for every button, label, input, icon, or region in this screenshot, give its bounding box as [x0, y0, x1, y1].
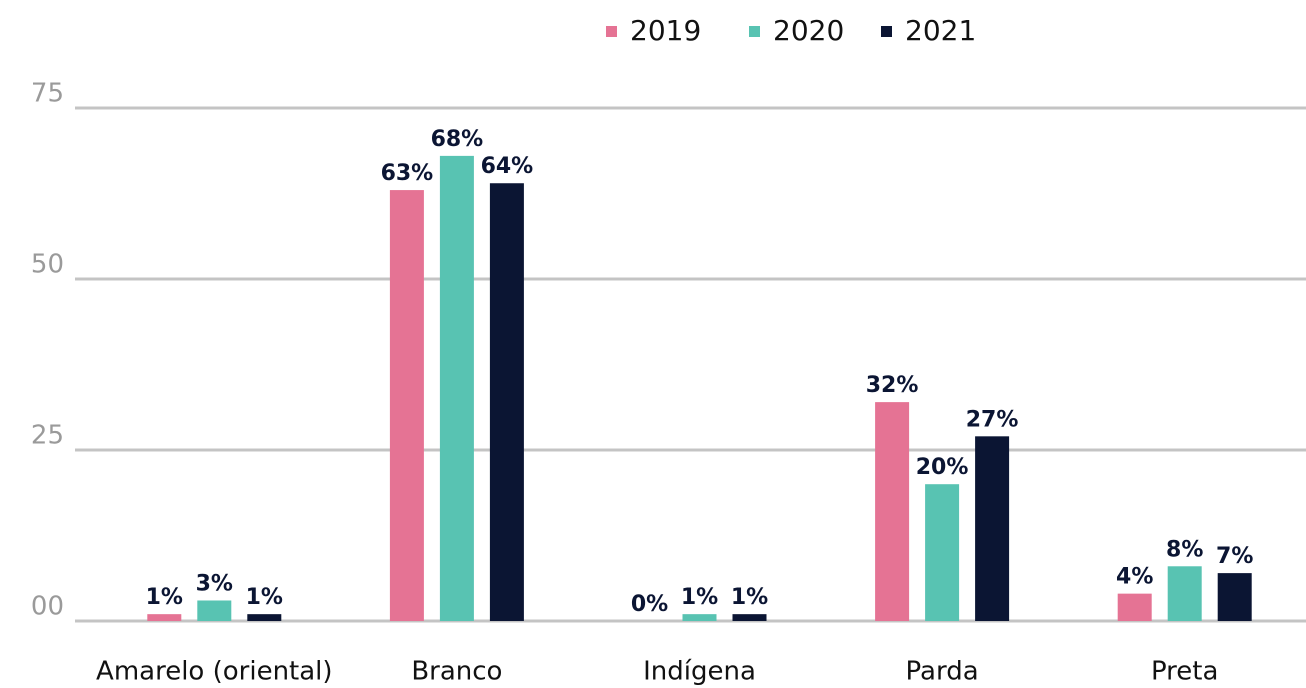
legend-label: 2020 [773, 14, 844, 47]
legend-swatch [606, 26, 617, 37]
data-label: 1% [731, 585, 768, 610]
data-label: 1% [146, 585, 183, 610]
legend-label: 2021 [905, 14, 976, 47]
y-tick-label: 25 [31, 421, 64, 451]
bar [1167, 566, 1202, 621]
data-label: 1% [246, 585, 283, 610]
bar [682, 614, 717, 621]
bar [975, 436, 1010, 621]
data-label: 0% [631, 592, 668, 617]
x-tick-label: Preta [1151, 657, 1218, 687]
data-label: 64% [481, 154, 534, 179]
x-tick-label: Branco [411, 657, 502, 687]
bar [247, 614, 282, 621]
bar [147, 614, 182, 621]
data-label: 4% [1116, 565, 1153, 590]
bar [732, 614, 767, 621]
data-label: 20% [916, 455, 969, 480]
x-tick-label: Parda [906, 657, 979, 687]
data-label: 27% [966, 407, 1019, 432]
bar [439, 155, 474, 621]
bar [489, 183, 524, 622]
x-tick-label: Indígena [643, 657, 756, 687]
y-tick-label: 50 [31, 250, 64, 280]
bar [875, 402, 910, 621]
data-label: 68% [431, 127, 484, 152]
y-tick-label: 00 [31, 592, 64, 622]
data-label: 32% [866, 373, 919, 398]
data-label: 7% [1216, 544, 1253, 569]
bar [925, 484, 960, 621]
legend-label: 2019 [630, 14, 701, 47]
data-label: 63% [381, 161, 434, 186]
bar [1117, 593, 1152, 621]
bar [1217, 573, 1252, 621]
data-label: 8% [1166, 537, 1203, 562]
legend-swatch [881, 26, 892, 37]
data-label: 1% [681, 585, 718, 610]
x-tick-label: Amarelo (oriental) [96, 657, 333, 687]
legend-swatch [749, 26, 760, 37]
bar [197, 600, 232, 621]
bar [389, 190, 424, 621]
data-label: 3% [196, 571, 233, 596]
y-tick-label: 75 [31, 79, 64, 109]
